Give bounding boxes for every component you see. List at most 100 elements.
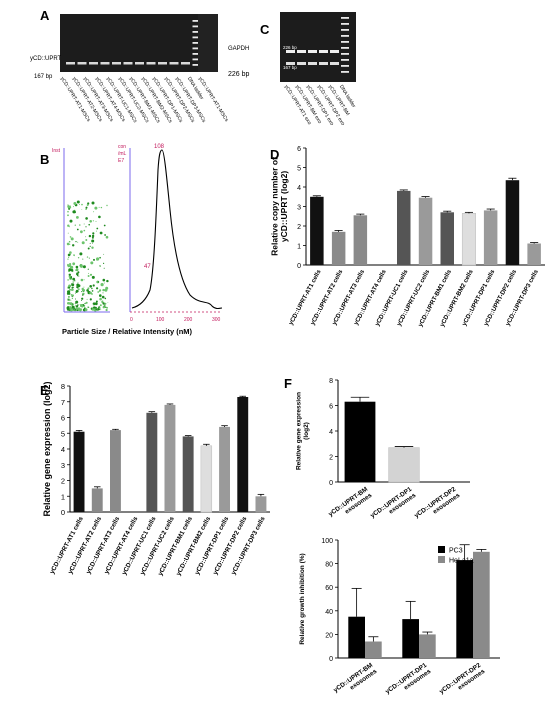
bar — [473, 551, 490, 658]
gel-a-band — [158, 62, 167, 65]
bar — [200, 445, 213, 513]
nta-scatter-point — [92, 284, 95, 287]
nta-scatter-point — [89, 285, 92, 288]
nta-scatter-point — [74, 305, 77, 307]
nta-scatter-point — [75, 268, 79, 272]
nta-scatter-point — [91, 201, 95, 205]
nta-right-unit-1: con — [118, 144, 126, 150]
nta-scatter-point — [76, 283, 80, 287]
nta-xtick-0: 0 — [130, 317, 133, 323]
nta-scatter-point — [91, 239, 95, 243]
nta-scatter-point — [68, 268, 72, 272]
nta-scatter-point — [74, 280, 76, 282]
gel-a-ladder-band — [192, 36, 201, 39]
nta-scatter-point — [80, 278, 84, 282]
nta-scatter-point — [71, 297, 74, 300]
gel-a-band — [66, 62, 75, 65]
nta-scatter-point — [81, 241, 85, 245]
nta-scatter-point — [70, 268, 74, 272]
gel-c-band-lower — [330, 62, 339, 65]
gel-a-band — [123, 62, 133, 65]
nta-scatter-point — [91, 287, 93, 290]
nta-peak-label: 108 — [154, 144, 165, 150]
bar — [505, 180, 520, 265]
nta-scatter-point — [105, 308, 108, 312]
nta-scatter-point — [86, 289, 89, 292]
nta-scatter-point — [70, 205, 71, 207]
nta-scatter-point — [83, 286, 85, 288]
nta-scatter-point — [71, 294, 74, 297]
gel-c-band-lower — [308, 62, 317, 65]
gel-c-ladder-band — [341, 71, 349, 73]
nta-scatter-point — [102, 288, 105, 292]
nta-scatter-point — [75, 265, 79, 269]
gel-a-band — [146, 62, 156, 65]
nta-scatter-point — [67, 224, 70, 227]
nta-scatter-point — [69, 243, 71, 245]
nta-scatter-point — [67, 279, 69, 281]
bar — [182, 436, 194, 512]
nta-scatter-point — [67, 295, 70, 298]
nta-scatter-point — [67, 210, 69, 213]
nta-scatter-point — [102, 292, 104, 294]
nta-scatter-point — [99, 304, 102, 307]
nta-scatter-point — [87, 287, 90, 290]
nta-scatter-point — [98, 206, 100, 208]
gel-image-a — [60, 14, 218, 72]
nta-scatter-point — [96, 227, 99, 230]
nta-scatter-point — [83, 223, 85, 225]
nta-scatter-point — [86, 298, 88, 300]
gel-c-band-upper — [297, 50, 306, 53]
nta-scatter-point — [79, 204, 80, 205]
nta-scatter-point — [106, 306, 108, 309]
nta-scatter-point — [102, 306, 105, 309]
nta-scatter-point — [96, 287, 99, 290]
nta-scatter-point — [73, 202, 77, 205]
y-tick-label: 4 — [297, 185, 301, 192]
nta-scatter-point — [87, 306, 89, 308]
nta-scatter-point — [75, 298, 76, 300]
gel-a-gapdh-label: GAPDH — [228, 46, 250, 52]
nta-scatter-point — [72, 303, 74, 305]
gel-a-band — [77, 62, 87, 65]
y-tick-label: 5 — [297, 166, 301, 173]
y-axis-label: Relative gene expression (log2) — [42, 381, 52, 516]
nta-scatter-point — [94, 302, 98, 306]
y-tick-label: 7 — [61, 398, 65, 407]
nta-scatter-point — [85, 301, 88, 304]
category-label: yCD::UPRT-DP2exosomes — [438, 662, 486, 702]
bar — [418, 197, 433, 265]
nta-scatter-point — [68, 275, 71, 278]
nta-scatter-point — [91, 236, 94, 239]
nta-scatter-point — [72, 206, 74, 208]
nta-scatter-point — [81, 287, 84, 291]
nta-scatter-point — [82, 294, 84, 296]
nta-scatter-point — [75, 307, 78, 310]
chart-e: 0 1 2 3 4 5 6 7 8 Relative gene expression (log2)… — [42, 381, 270, 577]
nta-scatter-point — [93, 308, 96, 311]
bar — [310, 196, 324, 266]
nta-scatter-point — [66, 242, 70, 246]
nta-scatter-point — [106, 279, 109, 283]
nta-scatter-point — [77, 257, 80, 259]
category-label: yCD::UPRT-DP2 cells — [212, 515, 249, 576]
legend-swatch — [438, 556, 445, 563]
gel-c-ladder-band — [341, 23, 349, 25]
nta-scatter-point — [77, 288, 80, 291]
nta-scatter-point — [77, 271, 80, 274]
legend-label: PC3 — [449, 548, 463, 555]
nta-scatter-point — [92, 220, 94, 222]
panel-label-a: A — [40, 8, 50, 23]
nta-scatter-point — [101, 295, 105, 299]
nta-scatter-point — [93, 211, 95, 213]
nta-scatter-point — [105, 286, 109, 290]
nta-scatter-point — [89, 298, 92, 301]
nta-scatter-point — [97, 281, 100, 283]
nta-scatter-point — [69, 236, 72, 238]
nta-scatter-point — [93, 304, 94, 306]
gel-a-ladder-band — [192, 58, 201, 61]
bar — [255, 496, 267, 513]
nta-scatter-point — [95, 300, 98, 303]
nta-scatter-point — [104, 297, 107, 300]
bar — [73, 431, 85, 512]
